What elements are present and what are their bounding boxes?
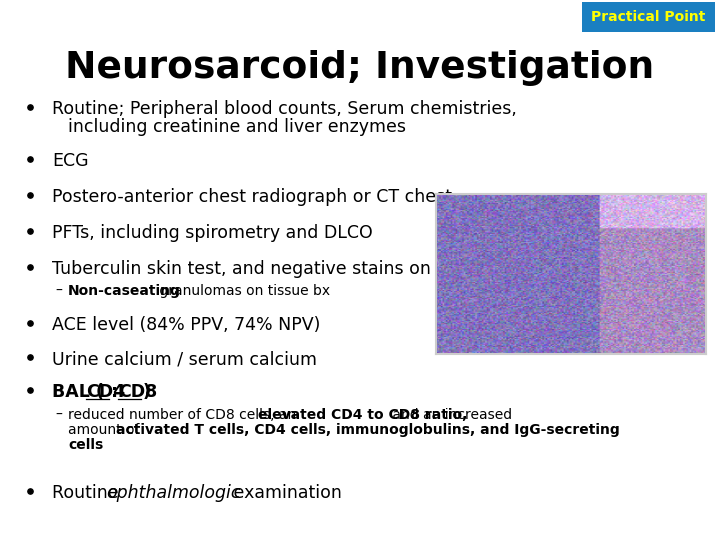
Text: cells: cells xyxy=(68,438,103,452)
Text: Tuberculin skin test, and negative stains on Bx: Tuberculin skin test, and negative stain… xyxy=(52,260,459,278)
Text: –: – xyxy=(55,284,62,298)
Text: and an increased: and an increased xyxy=(388,408,512,422)
Text: CD4: CD4 xyxy=(86,383,125,401)
Text: including creatinine and liver enzymes: including creatinine and liver enzymes xyxy=(68,118,406,136)
Text: PFTs, including spirometry and DLCO: PFTs, including spirometry and DLCO xyxy=(52,224,373,242)
Text: ECG: ECG xyxy=(52,152,89,170)
FancyBboxPatch shape xyxy=(582,2,715,32)
Text: Urine calcium / serum calcium: Urine calcium / serum calcium xyxy=(52,350,317,368)
Text: Routine; Peripheral blood counts, Serum chemistries,: Routine; Peripheral blood counts, Serum … xyxy=(52,100,517,118)
Text: reduced number of CD8 cells, an: reduced number of CD8 cells, an xyxy=(68,408,301,422)
Text: CD8: CD8 xyxy=(118,383,157,401)
Text: BAL (: BAL ( xyxy=(52,383,104,401)
Text: Non-caseating: Non-caseating xyxy=(68,284,181,298)
Text: :: : xyxy=(111,383,118,401)
Text: Postero-anterior chest radiograph or CT chest: Postero-anterior chest radiograph or CT … xyxy=(52,188,452,206)
Text: ): ) xyxy=(143,383,151,401)
Text: Neurosarcoid; Investigation: Neurosarcoid; Investigation xyxy=(66,50,654,86)
Text: –: – xyxy=(55,408,62,422)
Text: activated T cells, CD4 cells, immunoglobulins, and IgG-secreting: activated T cells, CD4 cells, immunoglob… xyxy=(116,423,620,437)
Text: Practical Point: Practical Point xyxy=(591,10,705,24)
Text: ACE level (84% PPV, 74% NPV): ACE level (84% PPV, 74% NPV) xyxy=(52,316,320,334)
Text: amount of: amount of xyxy=(68,423,144,437)
Text: examination: examination xyxy=(228,484,342,502)
Text: Routine: Routine xyxy=(52,484,124,502)
Text: elevated CD4 to CD8 ratio,: elevated CD4 to CD8 ratio, xyxy=(258,408,467,422)
Text: granulomas on tissue bx: granulomas on tissue bx xyxy=(155,284,330,298)
Text: ophthalmologic: ophthalmologic xyxy=(106,484,240,502)
